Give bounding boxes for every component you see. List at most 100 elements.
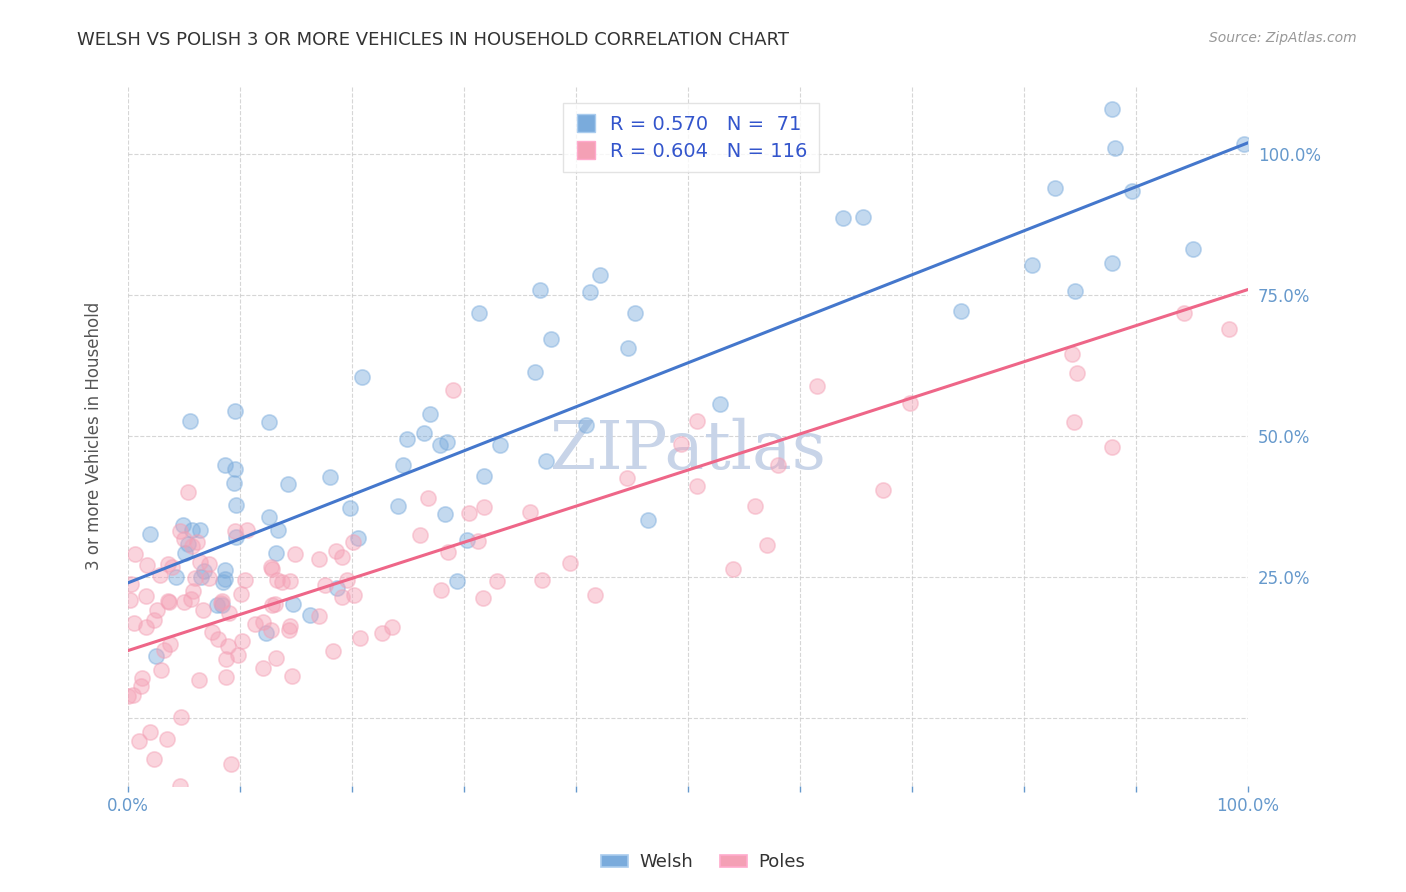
Point [159, 637, 181, 651]
Point [156, 557, 179, 571]
Point [243, 616, 266, 631]
Point [166, 570, 188, 584]
Point [201, 624, 224, 639]
Point [281, 597, 304, 611]
Point [350, 370, 373, 384]
Point [278, 619, 301, 633]
Point [519, 505, 541, 519]
Point [267, 523, 290, 537]
Point [441, 383, 464, 397]
Point [832, 211, 855, 226]
Point [217, 639, 239, 653]
Point [172, 518, 194, 533]
Point [197, 558, 219, 572]
Point [190, 570, 212, 584]
Point [560, 556, 582, 570]
Point [188, 673, 211, 688]
Point [177, 537, 200, 551]
Point [308, 609, 330, 624]
Point [472, 468, 495, 483]
Point [530, 574, 553, 588]
Point [322, 644, 344, 658]
Point [120, 593, 142, 607]
Point [177, 485, 200, 500]
Point [392, 458, 415, 473]
Point [131, 679, 153, 693]
Point [214, 572, 236, 586]
Point [149, 567, 172, 582]
Y-axis label: 3 or more Vehicles in Household: 3 or more Vehicles in Household [86, 302, 103, 570]
Point [756, 537, 779, 551]
Point [898, 396, 921, 410]
Point [209, 596, 232, 610]
Point [219, 757, 242, 772]
Point [190, 523, 212, 537]
Point [153, 642, 176, 657]
Point [233, 573, 256, 587]
Point [155, 732, 177, 747]
Point [169, 524, 191, 539]
Point [173, 532, 195, 546]
Point [124, 547, 146, 561]
Point [135, 589, 157, 603]
Point [456, 533, 478, 548]
Point [214, 563, 236, 577]
Point [229, 587, 252, 601]
Point [222, 476, 245, 491]
Point [575, 417, 598, 432]
Point [260, 560, 283, 574]
Point [184, 570, 207, 584]
Legend: R = 0.570   N =  71, R = 0.604   N = 116: R = 0.570 N = 71, R = 0.604 N = 116 [562, 103, 818, 172]
Point [540, 332, 562, 346]
Point [224, 403, 246, 417]
Point [252, 615, 274, 630]
Point [143, 751, 166, 765]
Point [471, 591, 494, 605]
Point [257, 510, 280, 524]
Text: WELSH VS POLISH 3 OR MORE VEHICLES IN HOUSEHOLD CORRELATION CHART: WELSH VS POLISH 3 OR MORE VEHICLES IN HO… [77, 31, 789, 49]
Point [281, 668, 304, 682]
Point [181, 539, 204, 553]
Point [181, 584, 204, 599]
Point [349, 631, 371, 645]
Point [224, 524, 246, 539]
Point [173, 546, 195, 560]
Point [419, 407, 441, 421]
Point [146, 603, 169, 617]
Point [709, 396, 731, 410]
Point [617, 341, 640, 355]
Point [212, 575, 235, 590]
Point [342, 588, 364, 602]
Point [225, 498, 247, 512]
Point [262, 562, 284, 576]
Point [160, 560, 183, 574]
Point [180, 591, 202, 606]
Point [381, 619, 404, 633]
Point [264, 597, 287, 611]
Point [488, 438, 510, 452]
Point [433, 507, 456, 521]
Point [529, 283, 551, 297]
Point [1104, 141, 1126, 155]
Point [260, 599, 283, 613]
Point [1232, 137, 1254, 152]
Point [131, 671, 153, 685]
Point [135, 619, 157, 633]
Point [284, 547, 307, 561]
Point [446, 574, 468, 588]
Point [271, 574, 294, 589]
Point [387, 499, 409, 513]
Point [330, 591, 353, 605]
Point [207, 632, 229, 646]
Point [173, 595, 195, 609]
Point [872, 483, 894, 497]
Point [616, 471, 638, 485]
Point [1182, 242, 1205, 256]
Point [534, 454, 557, 468]
Point [170, 710, 193, 724]
Point [325, 582, 347, 596]
Point [278, 574, 301, 588]
Point [589, 268, 612, 282]
Legend: Welsh, Poles: Welsh, Poles [593, 847, 813, 879]
Text: Source: ZipAtlas.com: Source: ZipAtlas.com [1209, 31, 1357, 45]
